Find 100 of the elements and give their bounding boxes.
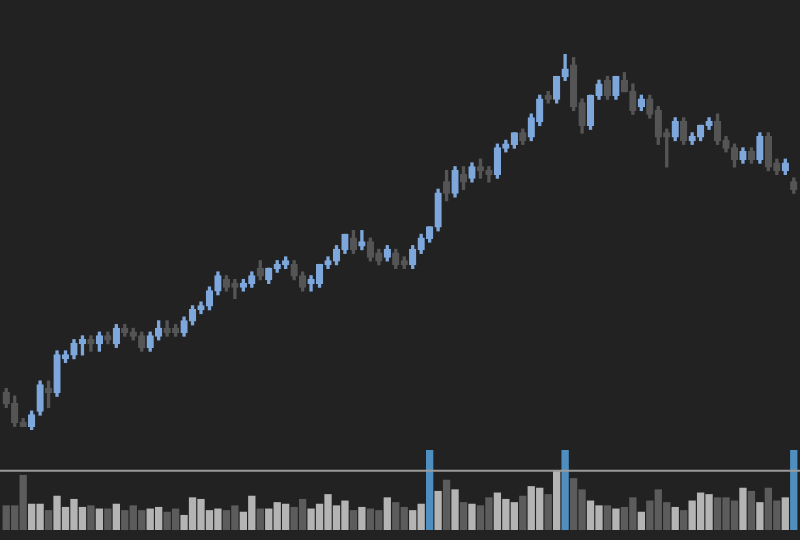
candlestick [612, 75, 620, 100]
bar [451, 489, 459, 530]
bar [95, 508, 104, 530]
bar [544, 494, 552, 530]
bar [27, 503, 36, 530]
candlestick [129, 327, 137, 341]
bar [637, 511, 645, 530]
bar [536, 487, 544, 530]
bar [358, 506, 366, 530]
bar [307, 508, 315, 530]
bar [468, 503, 476, 530]
bar [171, 508, 180, 530]
bar [434, 490, 442, 530]
bar [409, 510, 417, 530]
bar [696, 492, 705, 530]
candlestick [383, 245, 391, 262]
bar [595, 505, 603, 530]
bar [400, 506, 408, 530]
bar [78, 506, 87, 530]
bar [417, 503, 425, 530]
candlestick [95, 331, 104, 352]
bar [273, 502, 281, 530]
bar [569, 478, 578, 530]
candlestick [688, 132, 696, 145]
candlestick [222, 275, 231, 292]
bar [680, 510, 688, 530]
bar [747, 490, 756, 530]
bar [383, 497, 391, 530]
candlestick [366, 237, 375, 262]
bar [612, 508, 620, 530]
candlestick [434, 188, 442, 232]
bar [459, 502, 468, 530]
bar [764, 487, 773, 530]
bar [248, 495, 256, 530]
candlestick [756, 132, 764, 164]
candlestick [468, 162, 476, 183]
bar [70, 498, 78, 530]
bar [19, 474, 27, 530]
bar [298, 498, 307, 530]
bar [231, 505, 239, 530]
bar [197, 498, 205, 530]
bar [163, 511, 171, 530]
bar [502, 498, 510, 530]
candlestick [747, 147, 756, 164]
bar [586, 500, 595, 530]
candlestick [519, 128, 527, 145]
bar [366, 508, 375, 530]
candlestick [493, 143, 502, 179]
bar [290, 506, 298, 530]
bar [36, 503, 44, 530]
candlestick [510, 132, 518, 149]
candlestick [146, 331, 154, 352]
candlestick [781, 158, 789, 175]
bar [282, 503, 290, 530]
candlestick [485, 166, 493, 183]
candlestick [451, 166, 459, 198]
candlestick [138, 331, 146, 352]
bar [138, 510, 146, 530]
bar [519, 495, 527, 530]
bar [561, 450, 569, 530]
candlestick [53, 350, 61, 397]
bar [129, 505, 137, 530]
bar [214, 508, 222, 530]
candlestick [180, 316, 188, 337]
candlestick [629, 83, 637, 115]
bar [722, 497, 730, 530]
candlestick [790, 177, 798, 194]
bar [688, 500, 696, 530]
bar [425, 450, 434, 530]
bar [44, 510, 53, 530]
candlestick [163, 320, 171, 337]
bar [349, 510, 358, 530]
bar [53, 495, 61, 530]
bar [756, 502, 764, 530]
bar [121, 510, 129, 530]
bar [739, 487, 747, 530]
bar [629, 497, 637, 530]
bar [87, 505, 95, 530]
bar [730, 500, 739, 530]
bar [442, 479, 451, 530]
bar [112, 503, 120, 530]
bar [553, 470, 561, 530]
candlestick [358, 230, 366, 251]
bar [781, 497, 789, 530]
bar [527, 486, 535, 530]
bar [155, 506, 163, 530]
bar [375, 510, 383, 530]
candlestick [256, 260, 264, 281]
candlestick [459, 166, 468, 191]
bar [104, 508, 112, 530]
candlestick [739, 147, 747, 164]
bar [476, 505, 485, 530]
bar [713, 497, 722, 530]
bar [493, 492, 502, 530]
candlestick [290, 260, 298, 281]
bar [603, 505, 612, 530]
bar [2, 505, 10, 530]
candlestick [341, 233, 349, 254]
bar [510, 502, 518, 530]
candlestick [637, 94, 645, 112]
